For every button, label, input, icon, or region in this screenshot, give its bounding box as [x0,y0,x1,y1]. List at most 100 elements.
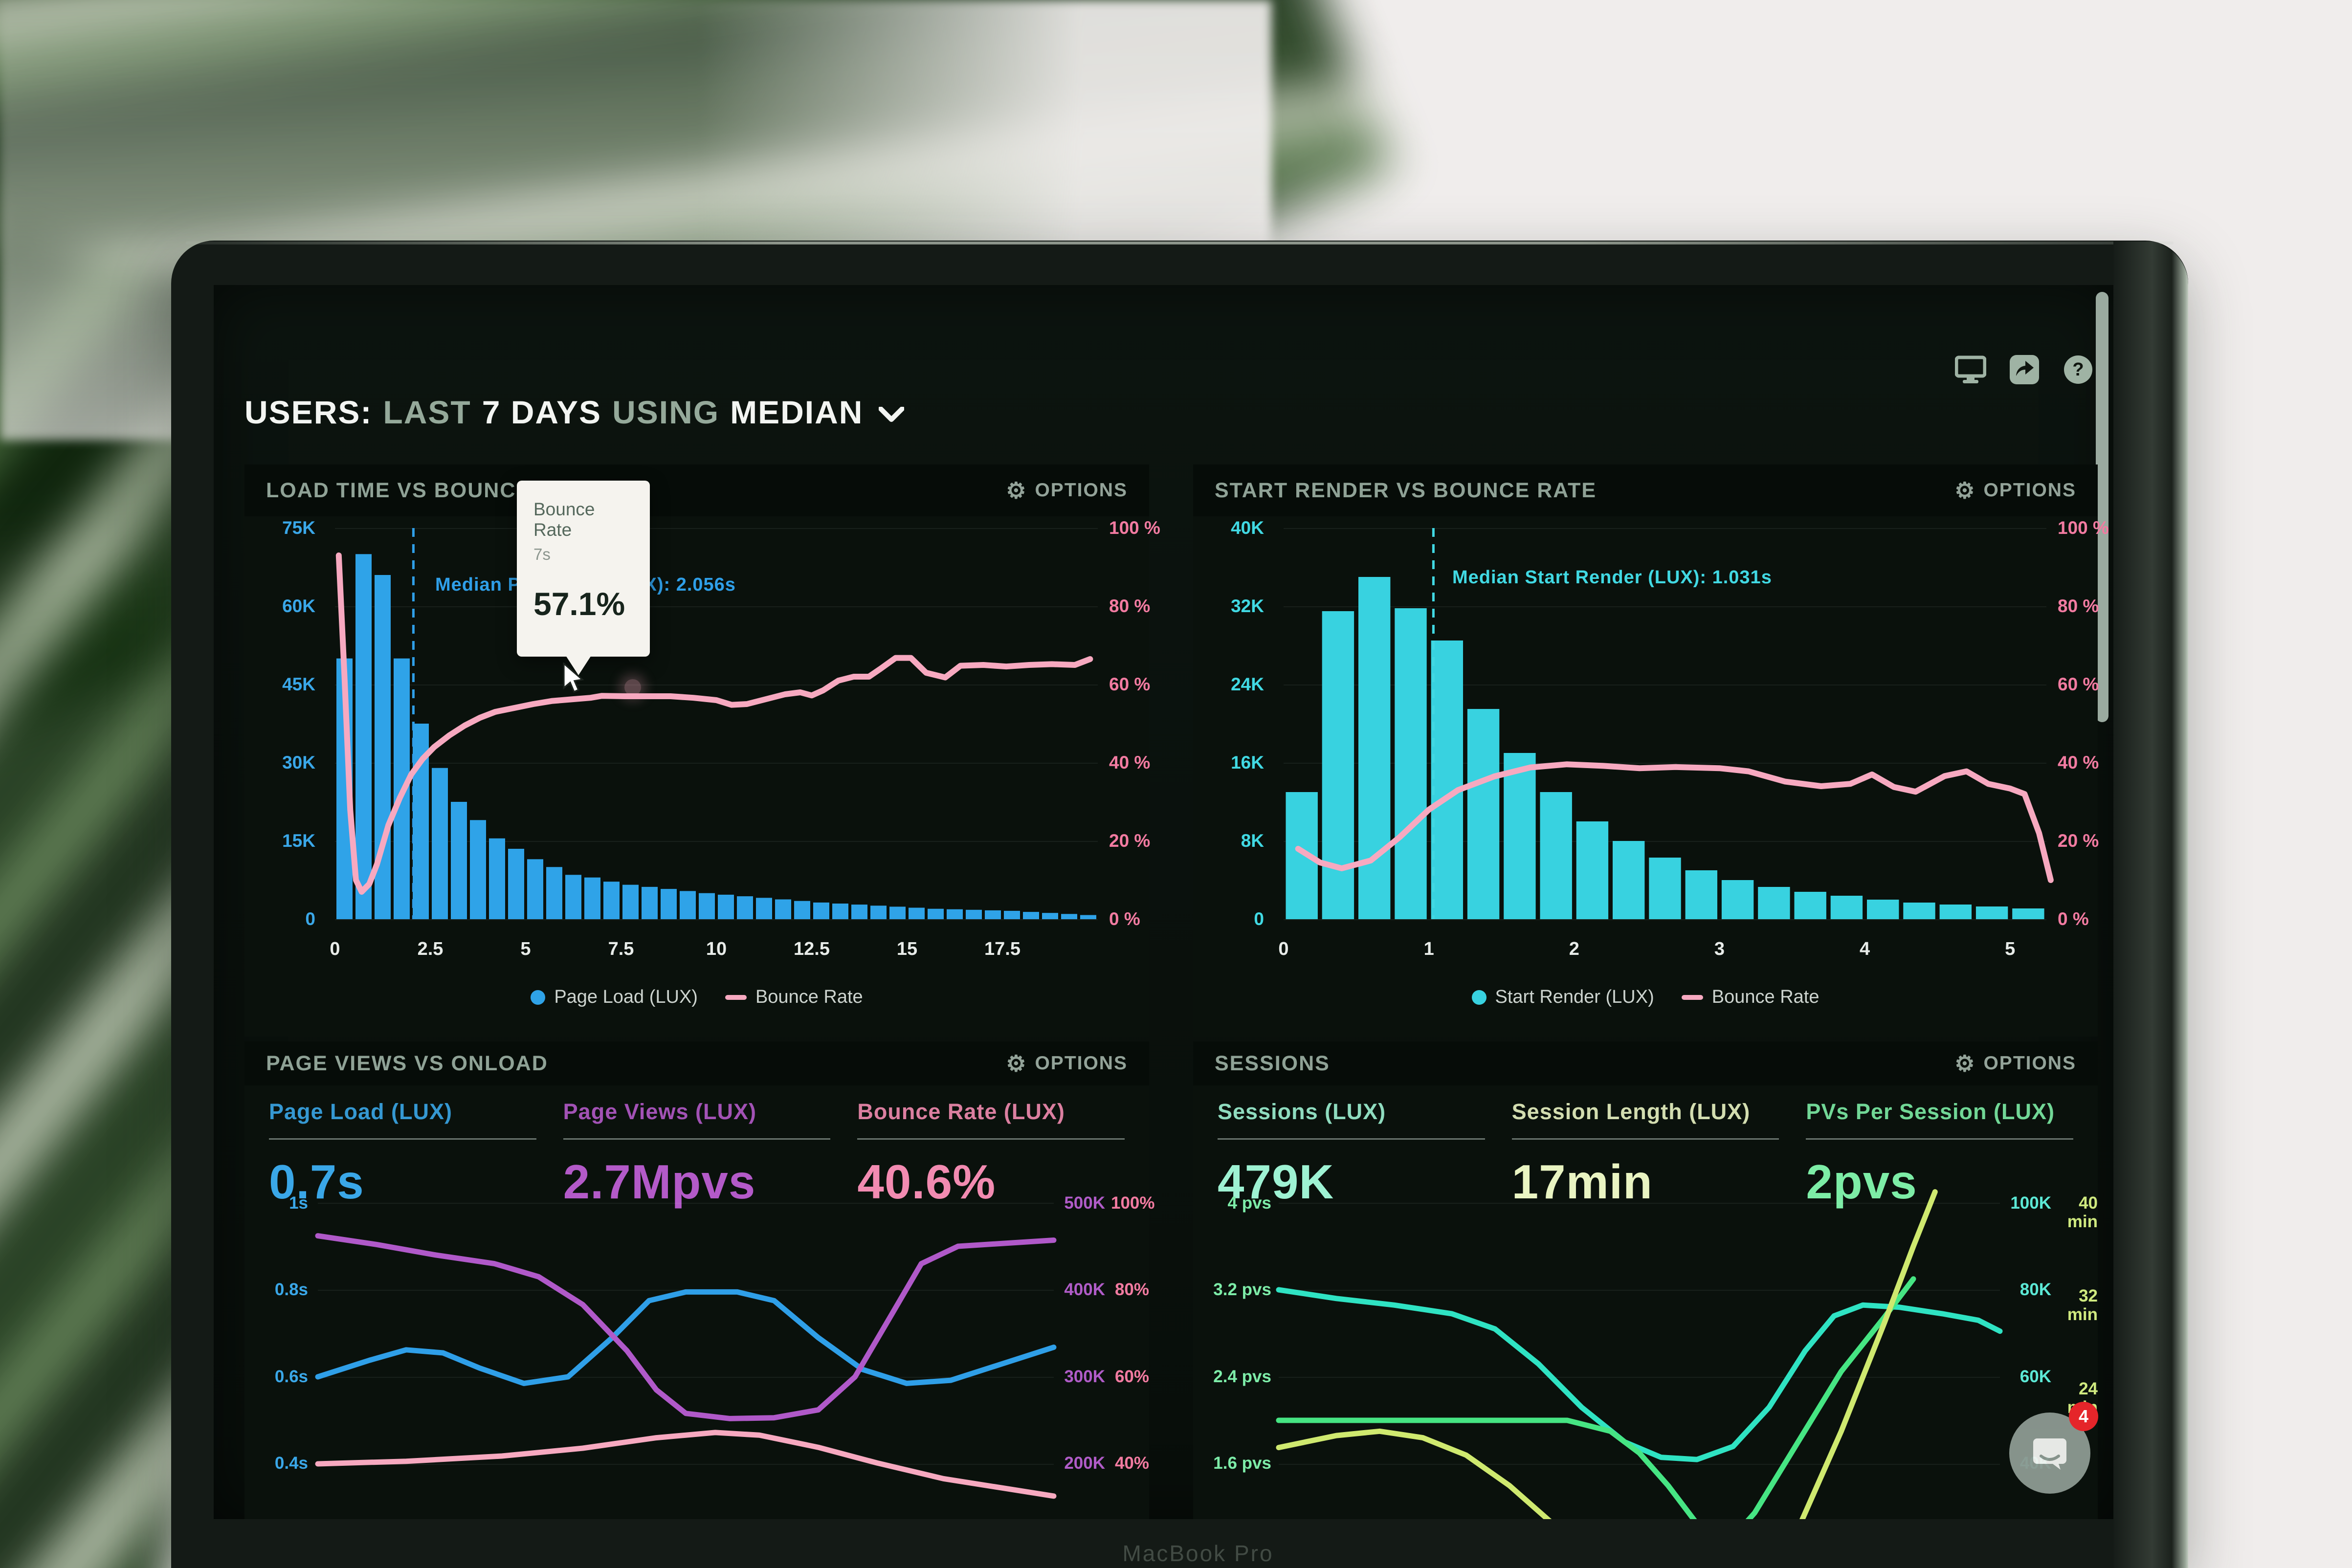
options-button[interactable]: ⚙ OPTIONS [1954,479,2076,502]
title-users: USERS: [244,394,373,430]
panel-load-time-vs-bounce-rate: LOAD TIME VS BOUNCE RATE ⚙ OPTIONS 75K 60… [244,464,1160,1037]
y-axis-left: 40K 32K 24K 16K 8K 0 [1203,518,1264,929]
y-axis-tick: 2.4 pvs [1213,1367,1271,1386]
laptop-bezel-edge [2113,242,2188,1568]
legend-label: Page Load (LUX) [554,987,698,1007]
y-axis-tick: 100 % [1109,518,1160,538]
gridline [335,606,1098,607]
chart-legend: Start Render (LUX) Bounce Rate [1193,987,2098,1008]
metric-page-views-lux-: Page Views (LUX) 2.7Mpvs [563,1099,831,1210]
mouse-cursor [562,663,588,696]
y-axis-right-sessions: 100K80K60K40K [2005,1194,2051,1473]
gridline [335,528,1098,529]
options-button[interactable]: ⚙ OPTIONS [1006,1052,1128,1075]
x-axis-tick: 5 [520,939,531,959]
metric-value: 0.7s [269,1155,364,1209]
panel-sessions: SESSIONS ⚙ OPTIONS Sessions (LUX) 479K Ses… [1193,1041,2098,1519]
metric-value: 2pvs [1806,1155,1917,1209]
y-axis-tick: 32 min [2067,1286,2098,1324]
legend-item: Bounce Rate [725,987,863,1008]
legend-label: Bounce Rate [1711,987,1819,1007]
gear-icon: ⚙ [1954,1051,1976,1076]
y-axis-right: 100 % 80 % 60 % 40 % 20 % 0 % [1109,518,1182,929]
y-axis-tick: 0.4s [274,1453,308,1473]
legend-label: Start Render (LUX) [1495,987,1654,1007]
gridline [1284,919,2046,920]
x-axis: 0 2.5 5 7.5 10 12.5 15 17.5 [330,939,1098,963]
load-time-bar-chart[interactable] [335,528,1098,919]
gridline [318,1377,1054,1378]
metric-divider [1806,1138,2074,1140]
y-axis-tick: 80% [1114,1280,1149,1300]
metric-value: 17min [1511,1155,1653,1209]
start-render-bar-chart[interactable] [1284,528,2054,919]
gridline [318,1464,1054,1465]
chevron-down-icon [879,407,905,422]
panel-title: START RENDER VS BOUNCE RATE [1215,478,1597,502]
y-axis-right-views: 500K 400K 300K 200K [1056,1194,1105,1473]
y-axis-left: 75K 60K 45K 30K 15K 0 [254,518,315,929]
metric-label: Sessions (LUX) [1218,1099,1386,1124]
help-icon[interactable]: ? [2062,353,2094,386]
options-button[interactable]: ⚙ OPTIONS [1954,1052,2076,1075]
x-axis-tick: 7.5 [608,939,634,959]
x-axis-tick: 5 [2005,939,2016,959]
y-axis-tick: 400K [1064,1280,1105,1300]
y-axis-tick: 75K [282,518,315,538]
metric-row: Sessions (LUX) 479K Session Length (LUX) 17… [1193,1099,2098,1210]
gridline [1279,1464,2000,1465]
metric-divider [1218,1138,1485,1140]
gridline [1279,1290,2000,1291]
options-label: OPTIONS [1983,480,2076,501]
gridline [1284,763,2046,764]
y-axis-tick: 0 % [2058,909,2089,929]
x-axis-tick: 0 [1278,939,1289,959]
y-axis-tick: 45K [282,674,315,694]
y-axis-tick: 40 % [1109,752,1151,773]
y-axis-tick: 500K [1064,1193,1105,1213]
y-axis-tick: 32K [1231,596,1264,616]
title-median: MEDIAN [730,394,864,430]
gear-icon: ⚙ [1954,478,1976,503]
dashboard-screen: USERS: LAST 7 DAYS USING MEDIAN ? LOA [214,285,2113,1519]
title-last: LAST [383,394,471,430]
panel-header: START RENDER VS BOUNCE RATE ⚙ OPTIONS [1193,464,2098,516]
page-views-line-chart[interactable] [315,1203,1057,1518]
y-axis-tick: 60 % [2058,674,2099,694]
chart-legend: Page Load (LUX) Bounce Rate [244,987,1149,1008]
title-using: USING [612,394,720,430]
y-axis-tick: 100 % [2058,518,2109,538]
legend-label: Bounce Rate [755,987,863,1007]
panel-header: PAGE VIEWS VS ONLOAD ⚙ OPTIONS [244,1041,1149,1085]
y-axis-tick: 80K [2019,1280,2051,1300]
scrollbar-thumb[interactable] [2096,292,2108,722]
metric-bounce-rate-lux-: Bounce Rate (LUX) 40.6% [857,1099,1125,1210]
legend-item: Start Render (LUX) [1471,987,1654,1008]
y-axis-tick: 20 % [1109,831,1151,851]
y-axis-tick: 40 min [2067,1193,2098,1231]
metric-divider [1511,1138,1779,1140]
dashboard-title-dropdown[interactable]: USERS: LAST 7 DAYS USING MEDIAN [244,383,905,442]
tooltip-value: 57.1% [533,586,625,622]
share-icon[interactable] [2008,353,2041,386]
legend-item: Page Load (LUX) [531,987,698,1008]
display-icon[interactable] [1954,353,1987,386]
metric-divider [857,1138,1125,1140]
gridline [335,763,1098,764]
gear-icon: ⚙ [1006,478,1027,503]
options-button[interactable]: ⚙ OPTIONS [1006,479,1128,502]
chart-tooltip: Bounce Rate 7s 57.1% [517,481,650,675]
x-axis-tick: 2.5 [417,939,444,959]
median-annotation: Median Start Render (LUX): 1.031s [1452,567,1772,588]
legend-dot-icon [1471,990,1487,1005]
chat-unread-badge: 4 [2069,1402,2098,1431]
metric-label: Session Length (LUX) [1511,1099,1751,1124]
gridline [335,841,1098,842]
panel-header: LOAD TIME VS BOUNCE RATE ⚙ OPTIONS [244,464,1149,516]
sessions-line-chart[interactable] [1276,1189,2003,1519]
y-axis-tick: 100K [2010,1193,2051,1213]
options-label: OPTIONS [1035,480,1128,501]
metric-divider [269,1138,536,1140]
